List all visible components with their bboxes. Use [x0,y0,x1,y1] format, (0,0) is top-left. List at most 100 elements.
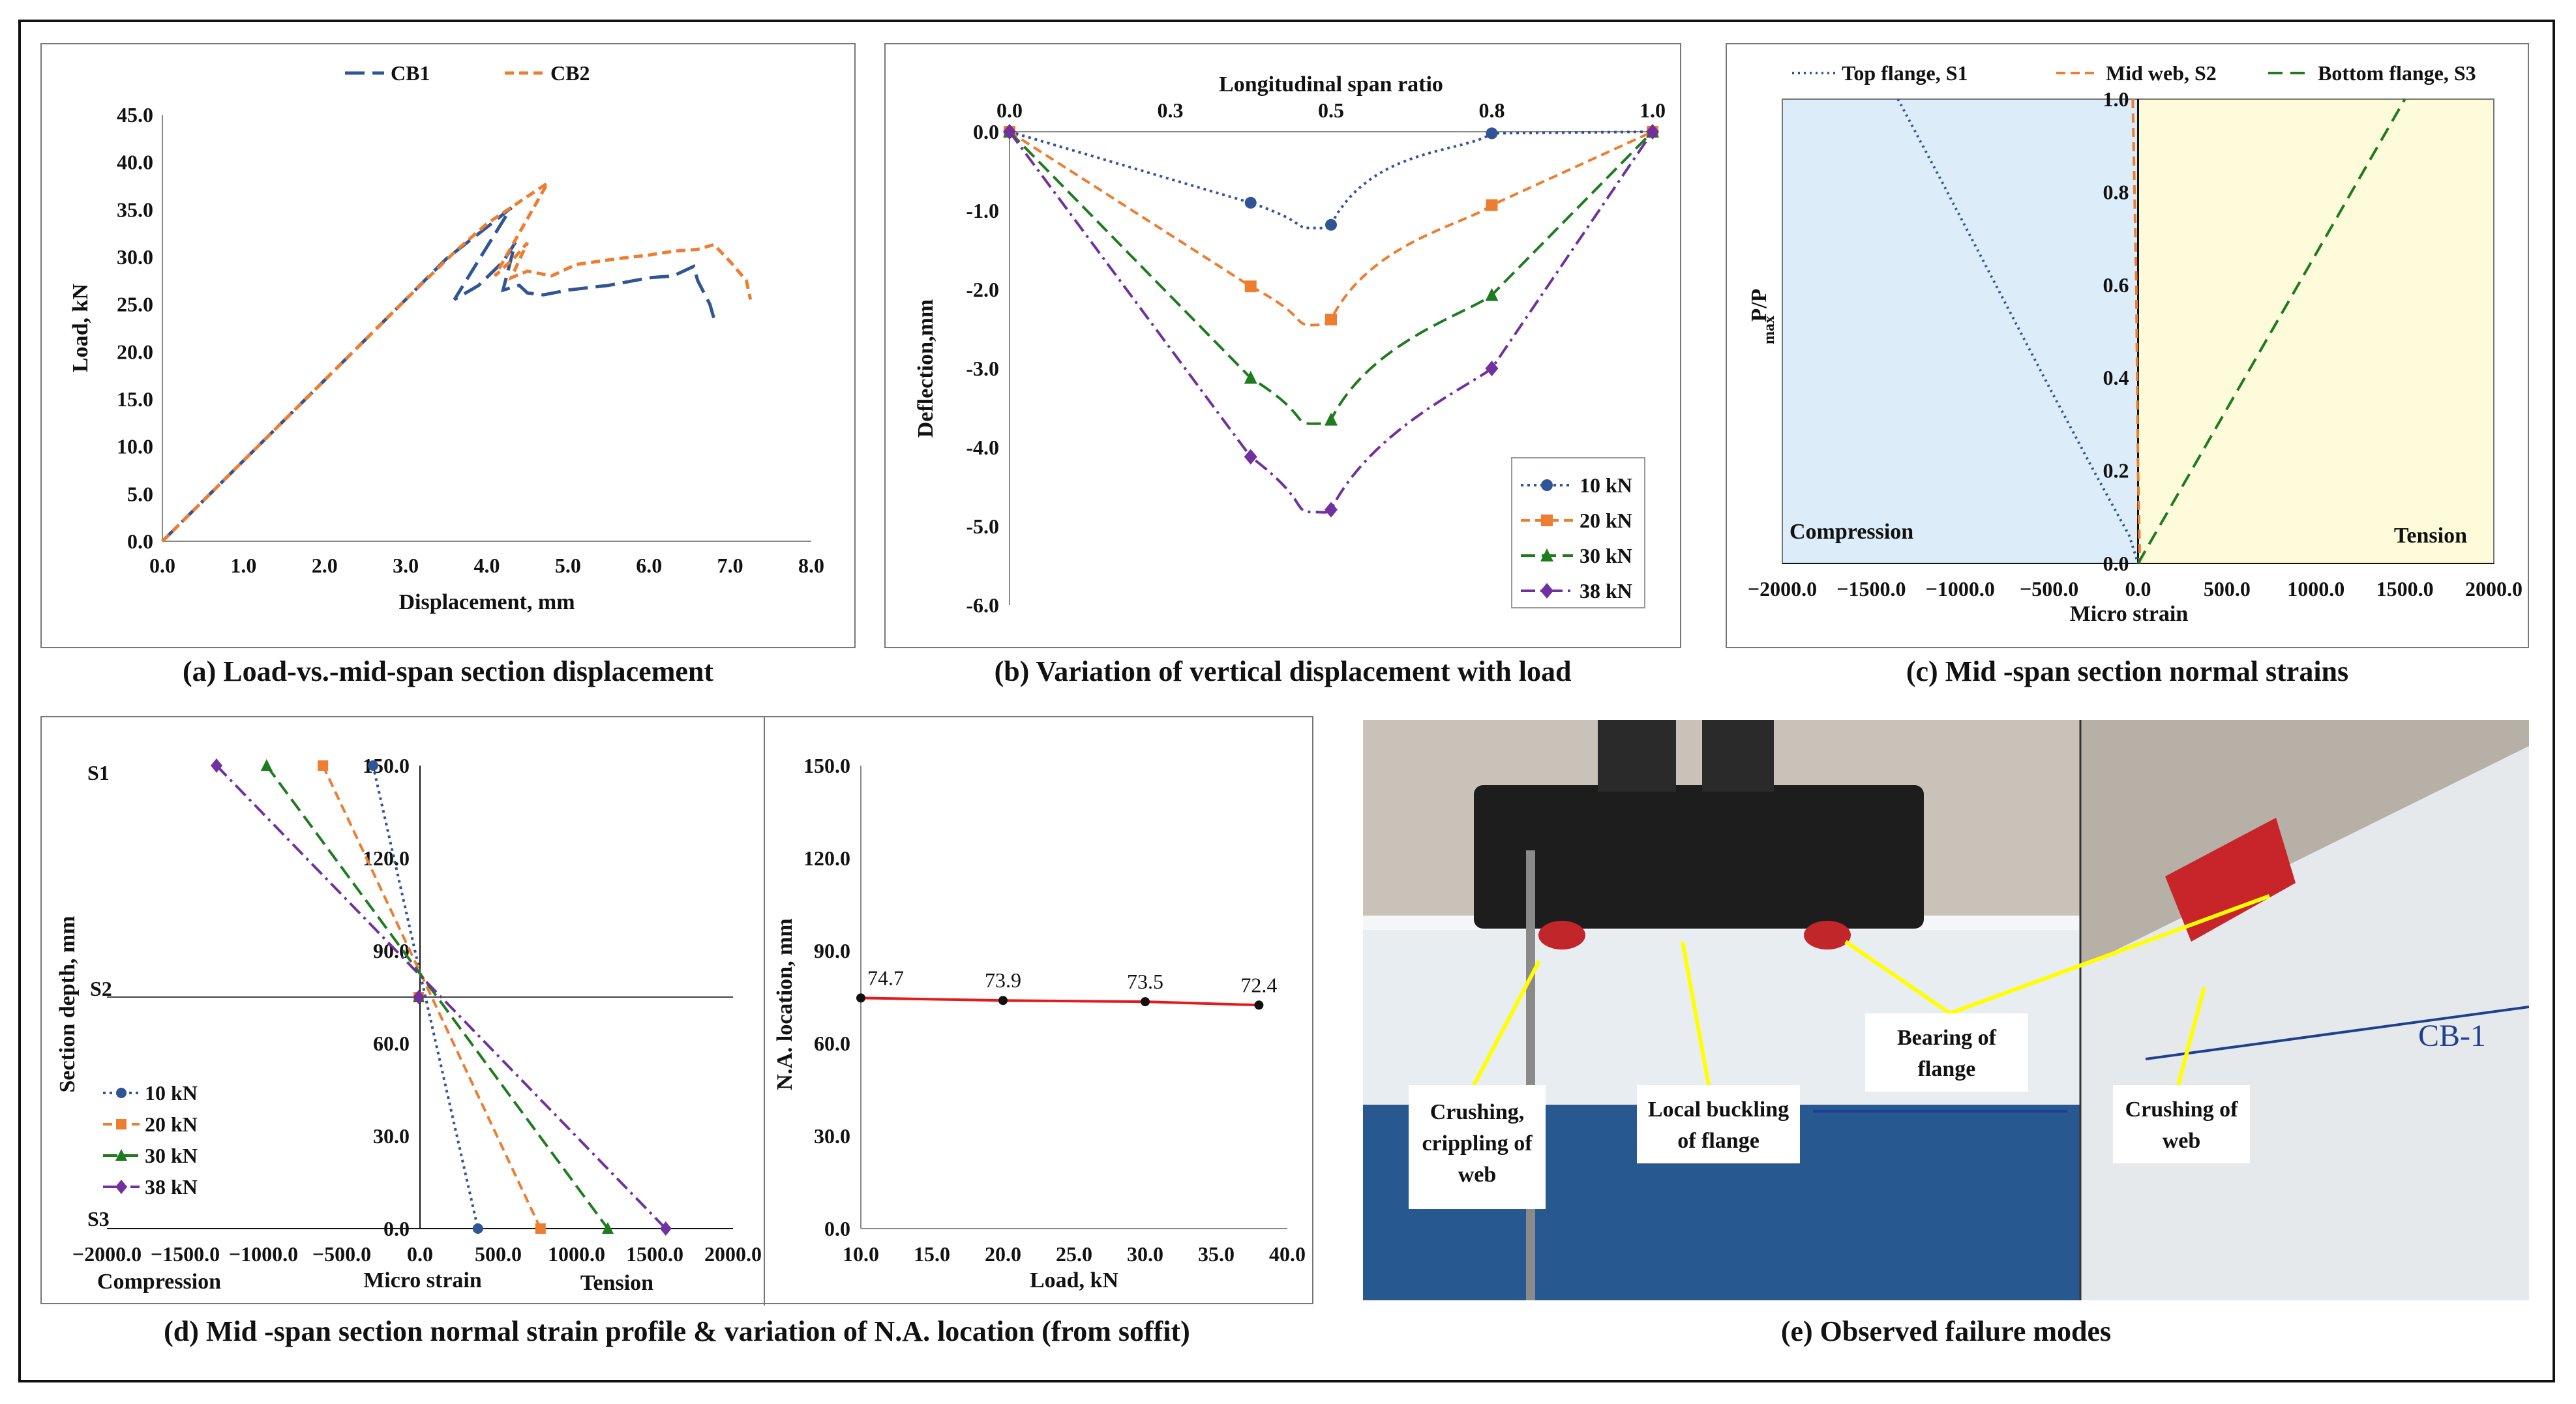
annotation-text: web [1458,1163,1497,1187]
tension-label: Tension [580,1271,653,1295]
chart-a: 0.0 1.0 2.0 3.0 4.0 5.0 6.0 7.0 8.0 0.0 5.0 10.0 15.… [68,61,824,614]
x-tick-label: −500.0 [2020,577,2078,601]
na-data-label: 72.4 [1240,973,1277,996]
x-tick-label: 10.0 [843,1242,879,1266]
bearing-pad-closeup [2165,818,2296,942]
y-tick-label: 0.2 [2103,459,2129,483]
caption-e: (e) Observed failure modes [1780,1315,2112,1347]
annotation-text: Local buckling [1648,1098,1789,1122]
series-s1 [1896,98,2140,564]
y-tick-label: 35.0 [117,198,153,221]
specimen-label: CB-1 [2418,1019,2486,1053]
annotation-box [1637,1085,1800,1163]
x-tick-label: 0.0 [2125,577,2151,601]
data-point [115,1149,127,1161]
y-tick-label: 0.0 [127,530,153,553]
series-30-kn [265,764,609,1230]
y-tick-label: 30.0 [117,245,153,269]
legend-label: 38 kN [1580,579,1632,603]
legend-label: 10 kN [145,1081,198,1105]
x-tick-label: 35.0 [1198,1242,1235,1266]
legend-box-b [1511,457,1645,608]
data-point [1325,313,1337,325]
annotation-text: web [2163,1129,2201,1153]
y-tick-label: 0.0 [383,1217,410,1240]
failure-photo: Crushing, crippling of web Local buckling of… [1363,720,2529,1300]
y-tick-label: 0.8 [2103,180,2129,203]
x-tick-label: 1.0 [230,554,256,577]
x-tick-label: 15.0 [914,1242,950,1266]
y-tick-label: -6.0 [966,593,999,617]
annotation-text: Crushing, [1430,1100,1525,1124]
series-10-kn [372,765,479,1229]
x-tick-label: −1000.0 [1926,577,1995,601]
annotation-text: of flange [1677,1129,1760,1153]
lvdt-stand [1526,850,1535,1300]
data-point [1325,218,1337,231]
legend-label: 30 kN [1580,544,1632,567]
section-label-s3: S3 [87,1207,110,1231]
y-tick-label: 0.6 [2103,273,2129,297]
na-data-point [856,993,865,1003]
compression-label: Compression [97,1270,221,1294]
data-point [1486,127,1498,140]
y-tick-label: 30.0 [373,1124,410,1148]
x-axis-label: Micro strain [2070,602,2189,626]
data-point [1541,479,1553,491]
actuator-right [1702,720,1774,792]
panel-d: −2000.0 −1500.0 −1000.0 −500.0 0.0 500.0 1000.… [40,716,1313,1306]
x-tick-label: 6.0 [636,554,662,577]
data-point [1325,412,1338,426]
y-tick-label: 0.4 [2103,366,2129,389]
x-tick-label: 0.0 [149,554,175,577]
y-tick-label: -2.0 [966,278,999,301]
x-tick-label: 500.0 [2204,577,2251,601]
chart-d: −2000.0 −1500.0 −1000.0 −500.0 0.0 500.0 1000.… [55,717,1306,1306]
y-tick-label: -1.0 [966,199,999,222]
x-tick-label: 25.0 [1056,1242,1092,1266]
series-s2 [2131,98,2142,564]
data-point [1244,370,1257,384]
annotation-text: crippling of [1422,1131,1533,1156]
x-tick-label: 2000.0 [2465,577,2523,601]
data-point [472,1223,483,1234]
y-tick-label: 120.0 [363,846,410,870]
na-data-point [998,996,1008,1006]
na-location-line [860,996,1259,1007]
x-tick-label: −2000.0 [72,1242,142,1266]
annotation-arrow [2176,987,2206,1086]
data-point [116,1088,127,1098]
x-tick-label: 2000.0 [704,1242,762,1266]
x-tick-label: −1000.0 [229,1242,298,1266]
series-10-kn [1009,130,1653,230]
caption-d: (d) Mid -span section normal strain prof… [164,1315,1190,1347]
tension-label: Tension [2394,524,2467,548]
x-tick-label: −500.0 [312,1242,371,1266]
na-data-point [1254,1000,1264,1010]
legend-label: Mid web, S2 [2106,61,2217,85]
x-tick-label: 0.5 [1318,98,1344,122]
x-tick-label: 3.0 [393,554,419,577]
x-tick-label: −1500.0 [1836,577,1906,601]
annotation-text: flange [1918,1057,1976,1081]
x-tick-label: 1500.0 [2376,577,2434,601]
x-tick-label: 500.0 [475,1242,522,1266]
data-point [1485,288,1499,301]
data-point [115,1180,127,1194]
y-tick-label: -5.0 [966,515,999,538]
series-cb1 [161,206,716,543]
legend-label: 10 kN [1580,473,1632,497]
x-tick-label: 0.0 [996,98,1023,122]
x-tick-label: 20.0 [985,1242,1021,1266]
annotation-text: Crushing of [2125,1098,2239,1122]
panel-b: 0.0 0.3 0.5 0.8 1.0 0.0 -1.0 -2.0 -3.0 -4.0 -5.0 -6… [884,43,1681,648]
x-tick-label: 7.0 [717,554,743,577]
legend-label-cb1: CB1 [391,61,430,85]
compression-region [1782,99,2138,563]
x-tick-label: 1000.0 [2287,577,2344,601]
section-label-s1: S1 [87,761,110,784]
x-axis-label: Micro strain [363,1268,482,1292]
y-tick-label: 10.0 [117,435,153,458]
data-point [1485,361,1499,376]
y-tick-label: 20.0 [117,340,153,363]
